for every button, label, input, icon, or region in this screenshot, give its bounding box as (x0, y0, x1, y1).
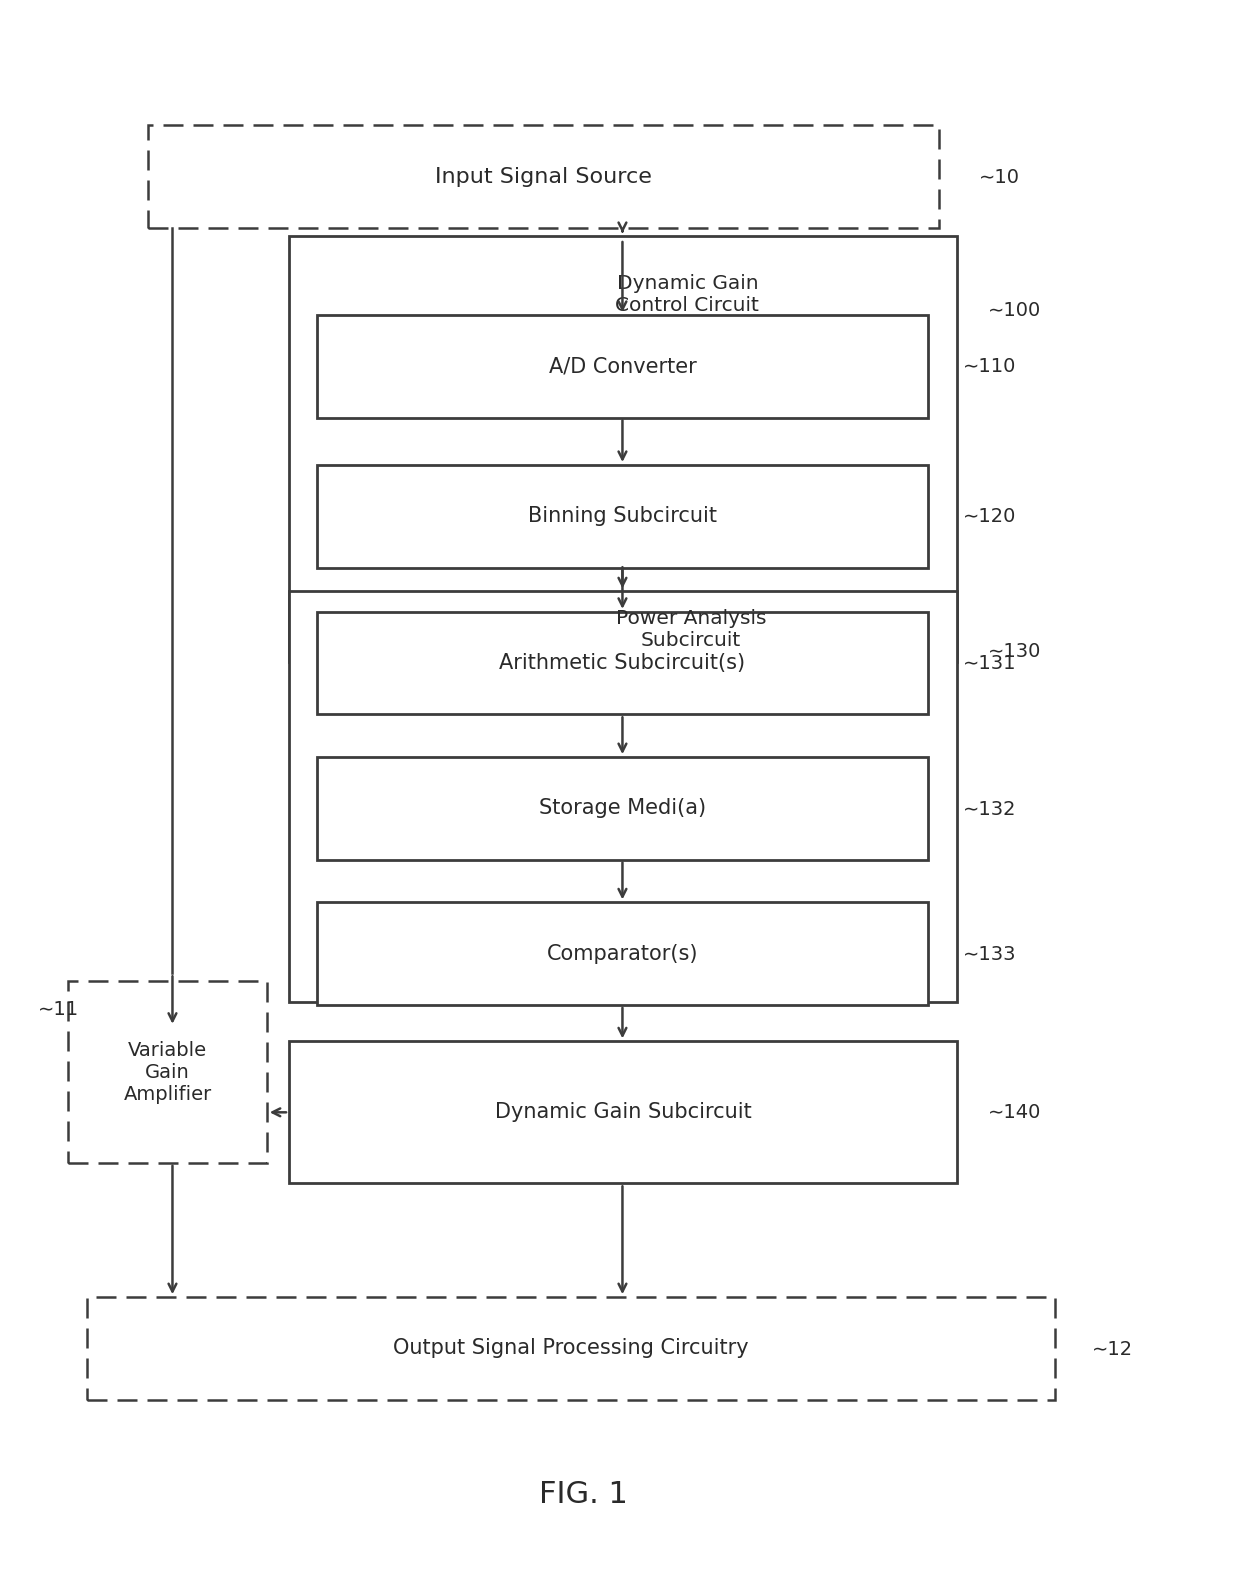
FancyBboxPatch shape (68, 981, 267, 1163)
Text: Binning Subcircuit: Binning Subcircuit (528, 507, 717, 526)
FancyBboxPatch shape (317, 612, 928, 714)
Text: Comparator(s): Comparator(s) (547, 943, 698, 964)
Text: ∼133: ∼133 (963, 945, 1017, 964)
FancyBboxPatch shape (289, 591, 957, 1002)
Text: FIG. 1: FIG. 1 (538, 1480, 627, 1509)
Text: ∼12: ∼12 (1092, 1340, 1133, 1359)
Text: ∼110: ∼110 (963, 357, 1017, 376)
FancyBboxPatch shape (289, 1042, 957, 1184)
Text: ∼10: ∼10 (980, 167, 1021, 186)
Text: ∼11: ∼11 (37, 1000, 78, 1020)
Text: Storage Medi(a): Storage Medi(a) (539, 798, 706, 819)
FancyBboxPatch shape (317, 315, 928, 417)
Text: Variable
Gain
Amplifier: Variable Gain Amplifier (124, 1040, 212, 1104)
FancyBboxPatch shape (148, 126, 939, 228)
Text: Output Signal Processing Circuitry: Output Signal Processing Circuitry (393, 1338, 749, 1359)
FancyBboxPatch shape (87, 1297, 1055, 1400)
FancyBboxPatch shape (317, 902, 928, 1005)
Text: Dynamic Gain Subcircuit: Dynamic Gain Subcircuit (495, 1102, 751, 1123)
Text: Input Signal Source: Input Signal Source (435, 167, 652, 186)
FancyBboxPatch shape (317, 757, 928, 860)
FancyBboxPatch shape (317, 465, 928, 567)
Text: ∼100: ∼100 (988, 301, 1042, 320)
Text: Arithmetic Subcircuit(s): Arithmetic Subcircuit(s) (500, 653, 745, 674)
Text: ∼131: ∼131 (963, 655, 1017, 674)
Text: ∼140: ∼140 (988, 1102, 1042, 1121)
Text: Dynamic Gain
Control Circuit: Dynamic Gain Control Circuit (615, 274, 759, 315)
Text: ∼130: ∼130 (988, 642, 1042, 661)
Text: A/D Converter: A/D Converter (548, 357, 697, 376)
FancyBboxPatch shape (289, 236, 957, 663)
Text: ∼132: ∼132 (963, 800, 1017, 819)
Text: ∼120: ∼120 (963, 508, 1017, 527)
Text: Power Analysis
Subcircuit: Power Analysis Subcircuit (616, 609, 766, 650)
